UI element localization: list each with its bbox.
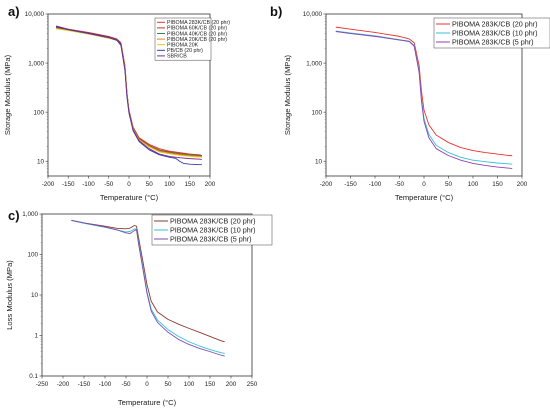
x-tick-label: -200 <box>57 381 70 388</box>
x-tick-label: -150 <box>344 181 357 188</box>
y-tick-label: 1,000 <box>22 211 38 218</box>
series-line <box>55 25 202 160</box>
x-tick-label: 150 <box>492 181 503 188</box>
x-axis-title: Temperature (°C) <box>118 398 177 407</box>
y-tick-label: 1,000 <box>306 60 322 67</box>
x-tick-label: -200 <box>320 181 333 188</box>
y-axis-title: Storage Modulus (MPa) <box>283 54 292 135</box>
legend: PIBOMA 283K/CB (20 phr)PIBOMA 283K/CB (1… <box>433 17 550 49</box>
series-group <box>55 25 203 166</box>
chart-panel-3: c) -250 -200 -150 -100 -50 0 50 100 150 200 250 0.1 1… <box>5 208 273 407</box>
y-tick-label: 10 <box>37 158 45 165</box>
x-tick-label: -250 <box>36 381 49 388</box>
legend-entry: PIBOMA 283K/CB (10 phr) <box>170 226 256 235</box>
y-tick-label: 1 <box>34 333 38 340</box>
series-group <box>71 219 225 357</box>
legend-entry: PIBOMA 283K/CB (5 phr) <box>452 38 534 47</box>
y-tick-label: 10 <box>31 292 39 299</box>
x-tick-label: 100 <box>184 381 195 388</box>
x-tick-label: -50 <box>121 381 131 388</box>
x-tick-label: 0 <box>422 181 426 188</box>
series-line <box>335 26 513 157</box>
x-tick-label: 250 <box>247 381 258 388</box>
legend-entry: PIBOMA 40K/CB (20 phr) <box>167 31 227 37</box>
y-tick-label: 10,000 <box>25 11 45 18</box>
y-tick-label: 1,000 <box>28 60 44 67</box>
legend-entry: PIBOMA 283K/CB (10 phr) <box>452 29 538 38</box>
x-tick-label: 0 <box>127 181 131 188</box>
y-axis-title: Loss Modulus (MPa) <box>5 260 14 330</box>
y-axis-title: Storage Modulus (MPa) <box>3 54 12 135</box>
y-tick-label: 0.1 <box>29 373 38 380</box>
legend-entry: PIBOMA 283K/CB (20 phr) <box>452 20 538 29</box>
x-tick-label: -150 <box>78 381 91 388</box>
x-tick-label: 100 <box>164 181 175 188</box>
legend: PIBOMA 283K/CB (20 phr)PIBOMA 60K/CB (20… <box>154 17 230 61</box>
series-line <box>335 30 513 165</box>
legend-box <box>151 214 273 246</box>
legend-entry: PB/CB (20 phr) <box>167 48 203 54</box>
x-tick-label: 50 <box>164 381 172 388</box>
legend-entry: PIBOMA 283K/CB (20 phr) <box>170 217 256 226</box>
legend-entry: SBR/CB <box>167 54 187 60</box>
legend-entry: PIBOMA 20K <box>167 43 199 49</box>
x-tick-label: 100 <box>468 181 479 188</box>
x-axis-title: Temperature (°C) <box>100 193 159 202</box>
chart-panel-1: a) -200 -150 -100 -50 0 50 100 150 200 10 100 1,000 1… <box>3 4 230 202</box>
y-tick-label: 100 <box>33 109 44 116</box>
y-tick-label: 100 <box>27 252 38 259</box>
x-tick-label: -100 <box>99 381 112 388</box>
x-tick-label: 0 <box>145 381 149 388</box>
legend-entry: PIBOMA 283K/CB (20 phr) <box>167 20 230 26</box>
chart-panel-2: b) -200 -150 -100 -50 0 50 100 150 200 10 100 1,000 1… <box>270 4 550 202</box>
legend-entry: PIBOMA 60K/CB (20 phr) <box>167 26 227 32</box>
legend-box <box>433 17 550 49</box>
x-tick-label: -150 <box>62 181 75 188</box>
x-tick-label: 200 <box>205 181 216 188</box>
x-tick-label: -100 <box>82 181 95 188</box>
panel-letter: c) <box>8 208 20 223</box>
x-tick-label: 200 <box>517 181 528 188</box>
series-line <box>335 31 513 169</box>
x-tick-label: -200 <box>42 181 55 188</box>
panel-letter: b) <box>270 4 282 19</box>
series-line <box>71 219 225 357</box>
x-tick-label: 50 <box>146 181 154 188</box>
series-line <box>71 219 225 343</box>
x-tick-label: 50 <box>445 181 453 188</box>
panel-letter: a) <box>8 4 20 19</box>
x-tick-label: 200 <box>226 381 237 388</box>
x-tick-label: -50 <box>395 181 405 188</box>
series-group <box>335 26 513 169</box>
x-tick-label: 150 <box>184 181 195 188</box>
x-tick-label: 150 <box>205 381 216 388</box>
y-tick-label: 10 <box>315 158 323 165</box>
legend-entry: PIBOMA 283K/CB (5 phr) <box>170 235 252 244</box>
y-tick-label: 10,000 <box>303 11 323 18</box>
x-axis-title: Temperature (°C) <box>395 193 454 202</box>
x-tick-label: -100 <box>369 181 382 188</box>
x-tick-label: -50 <box>104 181 114 188</box>
legend: PIBOMA 283K/CB (20 phr)PIBOMA 283K/CB (1… <box>151 214 273 246</box>
legend-entry: PIBOMA 20K/CB (20 phr) <box>167 37 227 43</box>
y-tick-label: 100 <box>311 109 322 116</box>
